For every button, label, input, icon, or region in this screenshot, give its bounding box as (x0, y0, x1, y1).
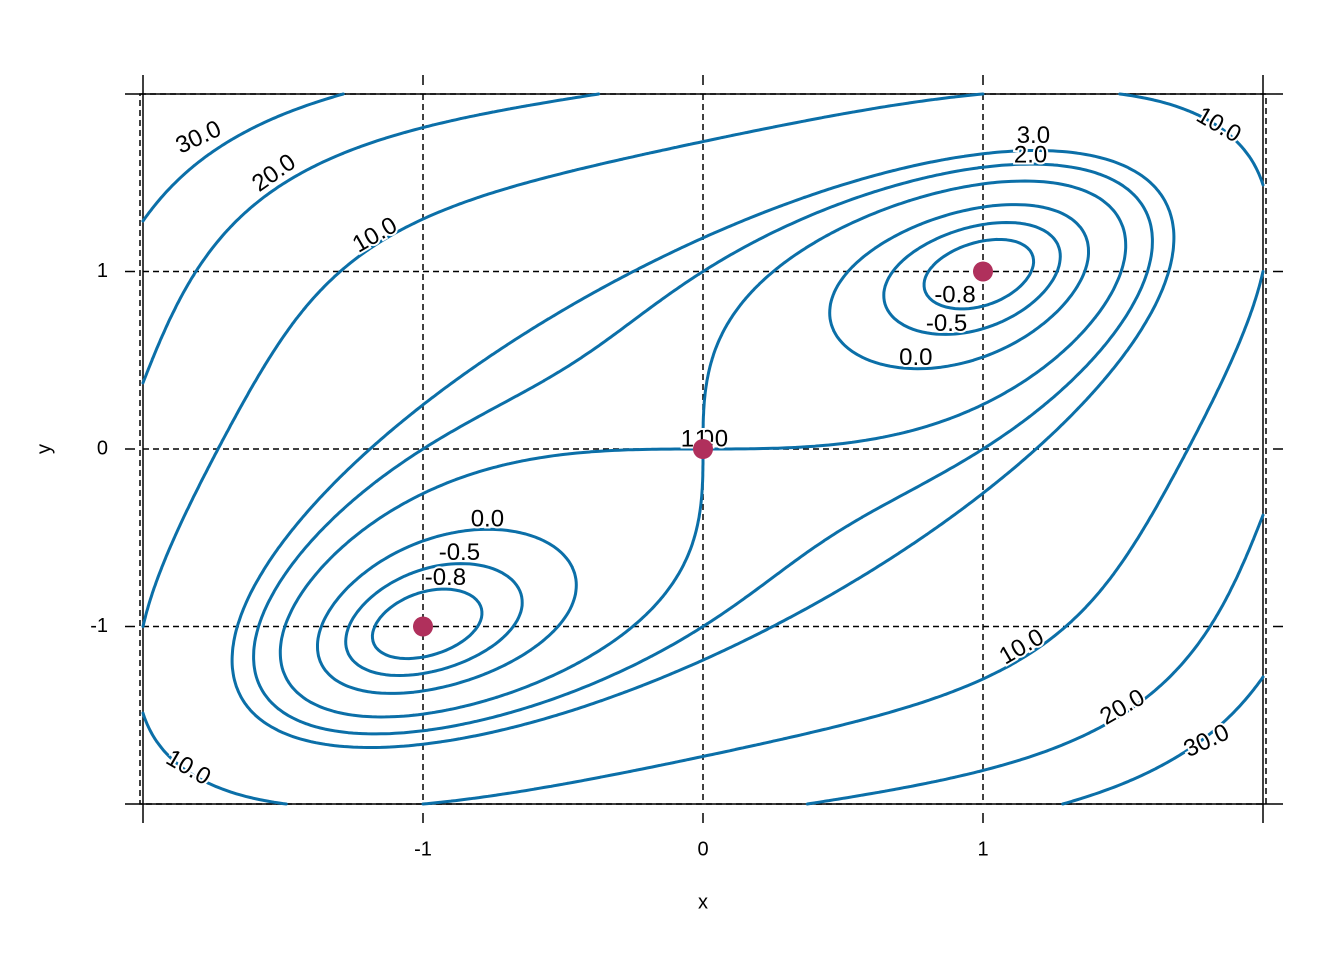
point (973, 261, 993, 282)
contour-label: -0.5 (439, 539, 480, 566)
y-axis-label: y (33, 444, 55, 454)
x-tick-label: 1 (977, 838, 988, 860)
contour-label: -0.5 (926, 310, 967, 337)
contour-label: 10.0 (995, 623, 1049, 670)
contour-label: 3.0 (1017, 122, 1050, 149)
contour-label: 20.0 (1095, 684, 1149, 731)
contour-label: 30.0 (1180, 719, 1234, 763)
contour-label: -0.8 (934, 282, 975, 309)
y-tick-label: 0 (97, 437, 108, 459)
contour-label: 0.0 (471, 505, 504, 532)
contour-label: 30.0 (172, 115, 226, 159)
contour-label: -0.8 (425, 564, 466, 591)
x-tick-label: 0 (697, 838, 708, 860)
contour-label: 2.0 (1014, 141, 1047, 168)
contour-line (344, 221, 1062, 677)
x-tick-label: -1 (414, 838, 432, 860)
contour-line (316, 203, 1090, 695)
point (693, 439, 713, 459)
y-tick-label: -1 (90, 615, 108, 637)
contour-line (141, 92, 1265, 806)
y-tick-label: 1 (97, 260, 108, 282)
contour-line (252, 162, 1154, 736)
contour-line (370, 237, 1036, 661)
x-axis-label: x (698, 891, 708, 913)
contour-label: 10.0 (348, 212, 402, 259)
contour-line (230, 149, 1176, 749)
contour-label: 0.0 (899, 344, 932, 371)
contour-line (141, 92, 1265, 806)
contour-line (141, 92, 1265, 806)
point (413, 616, 433, 637)
contour-line (278, 179, 1128, 719)
